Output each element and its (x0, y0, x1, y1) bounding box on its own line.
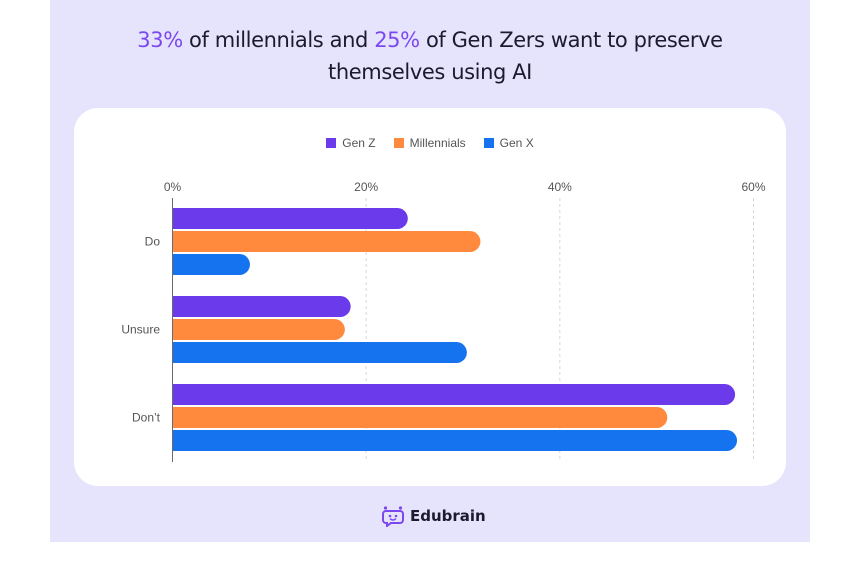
bar-millennials-1[interactable] (172, 319, 345, 340)
title-line-2: themselves using AI (328, 60, 532, 84)
bar-gen-z-0[interactable] (172, 208, 408, 229)
title-text-1: of millennials and (182, 28, 375, 52)
bar-gen-x-0[interactable] (172, 254, 250, 275)
x-tick-label: 60% (741, 180, 765, 194)
x-tick-label: 0% (164, 180, 182, 194)
bar-millennials-2[interactable] (172, 407, 668, 428)
legend-swatch-gen-z (326, 138, 337, 148)
legend-swatch-millennials (393, 138, 404, 148)
category-label: Don’t (132, 411, 161, 425)
legend-label-millennials: Millennials (409, 136, 466, 150)
bars (172, 208, 738, 451)
brand-logo: Edubrain (382, 505, 486, 527)
robot-face-icon (382, 506, 404, 527)
legend-item-millennials[interactable]: Millennials (393, 136, 466, 150)
legend-label-gen-x: Gen X (499, 136, 534, 150)
category-label: Unsure (121, 323, 160, 337)
legend-item-gen-z[interactable]: Gen Z (326, 136, 376, 150)
legend: Gen Z Millennials Gen X (0, 136, 860, 150)
x-tick-label: 40% (548, 180, 572, 194)
bar-gen-x-1[interactable] (172, 342, 467, 363)
chart-title: 33% of millennials and 25% of Gen Zers w… (0, 24, 860, 88)
title-genz-percent: 25% (374, 28, 420, 52)
category-labels: Do Unsure Don’t (121, 235, 160, 425)
bar-gen-x-2[interactable] (172, 430, 738, 451)
brand-name: Edubrain (410, 507, 486, 525)
bar-millennials-0[interactable] (172, 231, 481, 252)
x-tick-label: 20% (354, 180, 378, 194)
x-axis-ticks: 0% 20% 40% 60% (164, 180, 766, 194)
bar-gen-z-2[interactable] (172, 384, 736, 405)
title-millennials-percent: 33% (137, 28, 183, 52)
legend-swatch-gen-x (483, 138, 494, 148)
bar-gen-z-1[interactable] (172, 296, 351, 317)
title-text-2: of Gen Zers want to preserve (419, 28, 723, 52)
legend-item-gen-x[interactable]: Gen X (483, 136, 534, 150)
legend-label-gen-z: Gen Z (342, 136, 376, 150)
category-label: Do (145, 235, 161, 249)
